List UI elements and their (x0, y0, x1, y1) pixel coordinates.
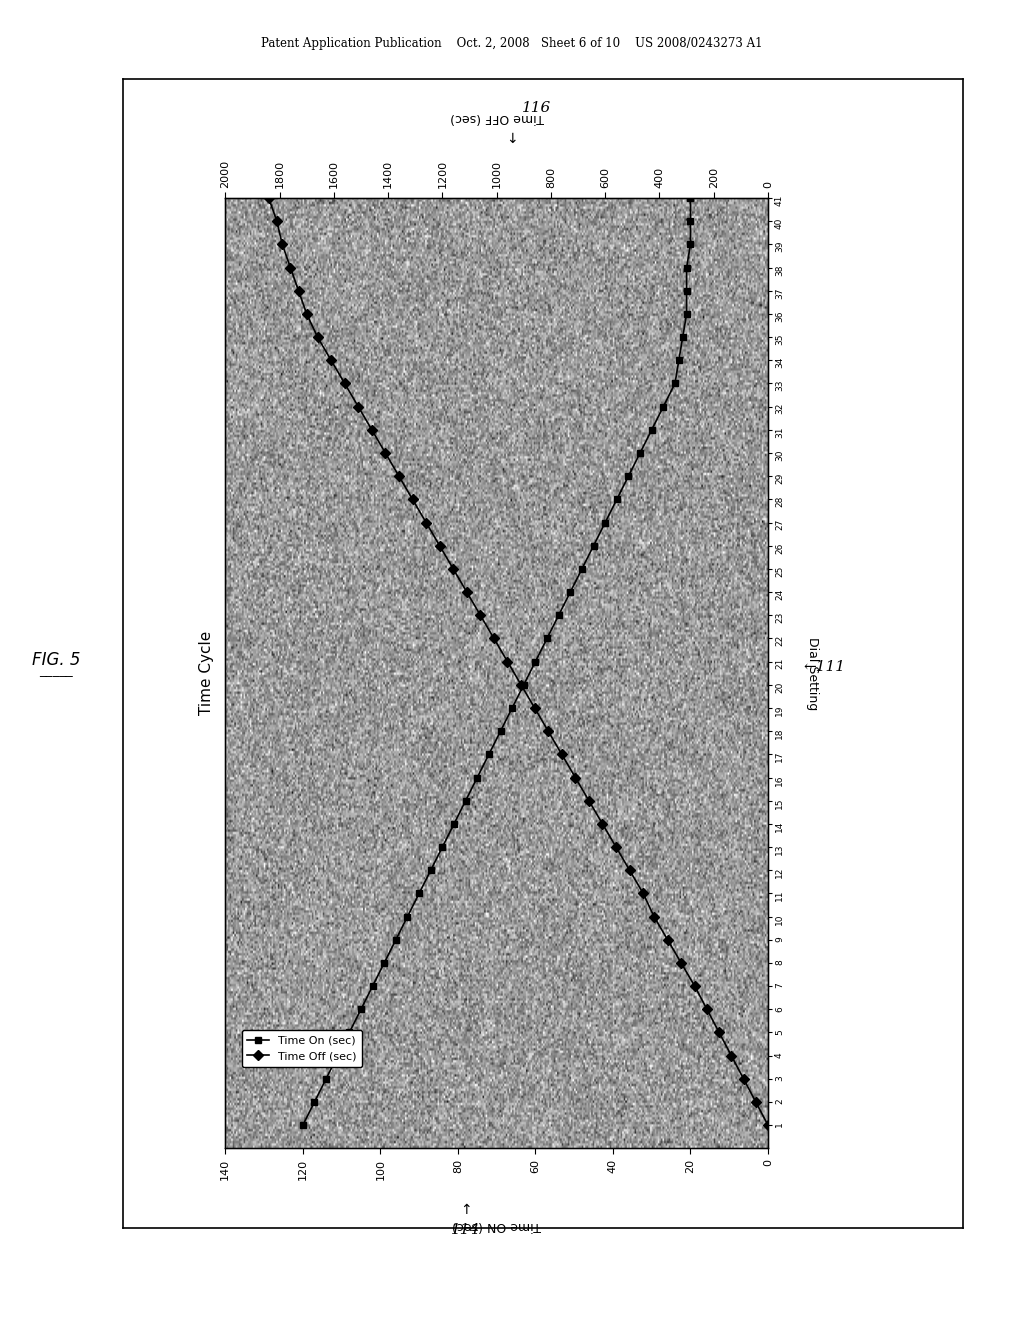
Time Off (sec) (610, 840, 623, 855)
Time On (sec) (332, 1048, 344, 1064)
Time On (sec) (506, 700, 518, 715)
Time Off (sec) (325, 352, 337, 368)
Time On (sec) (390, 932, 402, 948)
Time Off (sec) (407, 491, 419, 507)
Time Off (sec) (262, 190, 274, 206)
Time Off (sec) (352, 399, 365, 414)
Line: Time On (sec): Time On (sec) (299, 194, 694, 1129)
Time Off (sec) (285, 260, 297, 276)
Time On (sec) (645, 422, 657, 438)
Time Off (sec) (276, 236, 289, 252)
Time On (sec) (680, 306, 692, 322)
X-axis label: Time ON (sec): Time ON (sec) (453, 1218, 541, 1232)
Line: Time Off (sec): Time Off (sec) (265, 194, 771, 1129)
Time Off (sec) (637, 886, 649, 902)
Time Off (sec) (542, 723, 554, 739)
Time On (sec) (575, 561, 588, 577)
Time On (sec) (684, 236, 696, 252)
Time Off (sec) (311, 329, 324, 345)
Time On (sec) (354, 1002, 367, 1018)
Time Off (sec) (366, 422, 378, 438)
Y-axis label: Dial Setting: Dial Setting (806, 636, 818, 710)
Time On (sec) (297, 1117, 309, 1133)
Text: Patent Application Publication    Oct. 2, 2008   Sheet 6 of 10    US 2008/024327: Patent Application Publication Oct. 2, 2… (261, 37, 763, 50)
Time Off (sec) (301, 306, 313, 322)
Time On (sec) (564, 585, 577, 601)
Time Off (sec) (339, 375, 351, 391)
Time Off (sec) (688, 978, 700, 994)
Text: FIG. 5: FIG. 5 (32, 651, 81, 669)
Time On (sec) (308, 1094, 321, 1110)
Time Off (sec) (648, 908, 660, 924)
Time On (sec) (599, 515, 611, 531)
Time Off (sec) (700, 1002, 713, 1018)
Time On (sec) (425, 862, 437, 878)
Time On (sec) (495, 723, 507, 739)
Time Off (sec) (583, 793, 595, 809)
Time On (sec) (517, 677, 530, 693)
Time Off (sec) (433, 537, 445, 553)
Time On (sec) (669, 375, 681, 391)
Time On (sec) (401, 908, 414, 924)
Text: 116: 116 (522, 100, 552, 115)
Time Off (sec) (293, 282, 305, 298)
Time On (sec) (319, 1071, 332, 1086)
Time On (sec) (343, 1024, 355, 1040)
Time On (sec) (680, 260, 692, 276)
Time On (sec) (634, 445, 646, 461)
Time Off (sec) (750, 1094, 762, 1110)
Time On (sec) (378, 956, 390, 972)
Time Off (sec) (624, 862, 636, 878)
Time On (sec) (677, 329, 689, 345)
Time On (sec) (684, 214, 696, 230)
Time On (sec) (471, 770, 483, 785)
Y-axis label: Time Cycle: Time Cycle (200, 631, 214, 715)
Time Off (sec) (487, 631, 500, 647)
Time Off (sec) (675, 956, 687, 972)
Time Off (sec) (270, 214, 283, 230)
Time On (sec) (588, 537, 600, 553)
Time On (sec) (657, 399, 670, 414)
Time Off (sec) (762, 1117, 774, 1133)
Time Off (sec) (662, 932, 674, 948)
Time Off (sec) (474, 607, 486, 623)
Time On (sec) (367, 978, 379, 994)
Time On (sec) (541, 631, 553, 647)
Time Off (sec) (713, 1024, 725, 1040)
Time On (sec) (460, 793, 472, 809)
Time Off (sec) (725, 1048, 737, 1064)
Time Off (sec) (379, 445, 391, 461)
Time On (sec) (673, 352, 685, 368)
Time On (sec) (623, 469, 635, 484)
Time Off (sec) (528, 700, 541, 715)
X-axis label: Time OFF (sec): Time OFF (sec) (450, 111, 544, 124)
Time On (sec) (684, 190, 696, 206)
Time Off (sec) (393, 469, 406, 484)
Legend: Time On (sec), Time Off (sec): Time On (sec), Time Off (sec) (242, 1030, 362, 1067)
Time On (sec) (553, 607, 565, 623)
Text: ─────: ───── (40, 671, 73, 681)
Time On (sec) (482, 746, 495, 762)
Time Off (sec) (596, 816, 608, 832)
Time Off (sec) (515, 677, 527, 693)
Time Off (sec) (447, 561, 460, 577)
Text: 114: 114 (452, 1224, 480, 1237)
Time On (sec) (529, 653, 542, 669)
Time On (sec) (680, 282, 692, 298)
Time Off (sec) (420, 515, 432, 531)
Time Off (sec) (569, 770, 582, 785)
Text: ←111: ←111 (804, 660, 846, 673)
Time On (sec) (610, 491, 623, 507)
Time On (sec) (436, 840, 449, 855)
Time Off (sec) (502, 653, 514, 669)
Text: ↑: ↑ (460, 1204, 472, 1217)
Time Off (sec) (461, 585, 473, 601)
Time Off (sec) (556, 746, 568, 762)
Text: ↓: ↓ (506, 132, 518, 145)
Time On (sec) (447, 816, 460, 832)
Time Off (sec) (737, 1071, 750, 1086)
Time On (sec) (413, 886, 425, 902)
